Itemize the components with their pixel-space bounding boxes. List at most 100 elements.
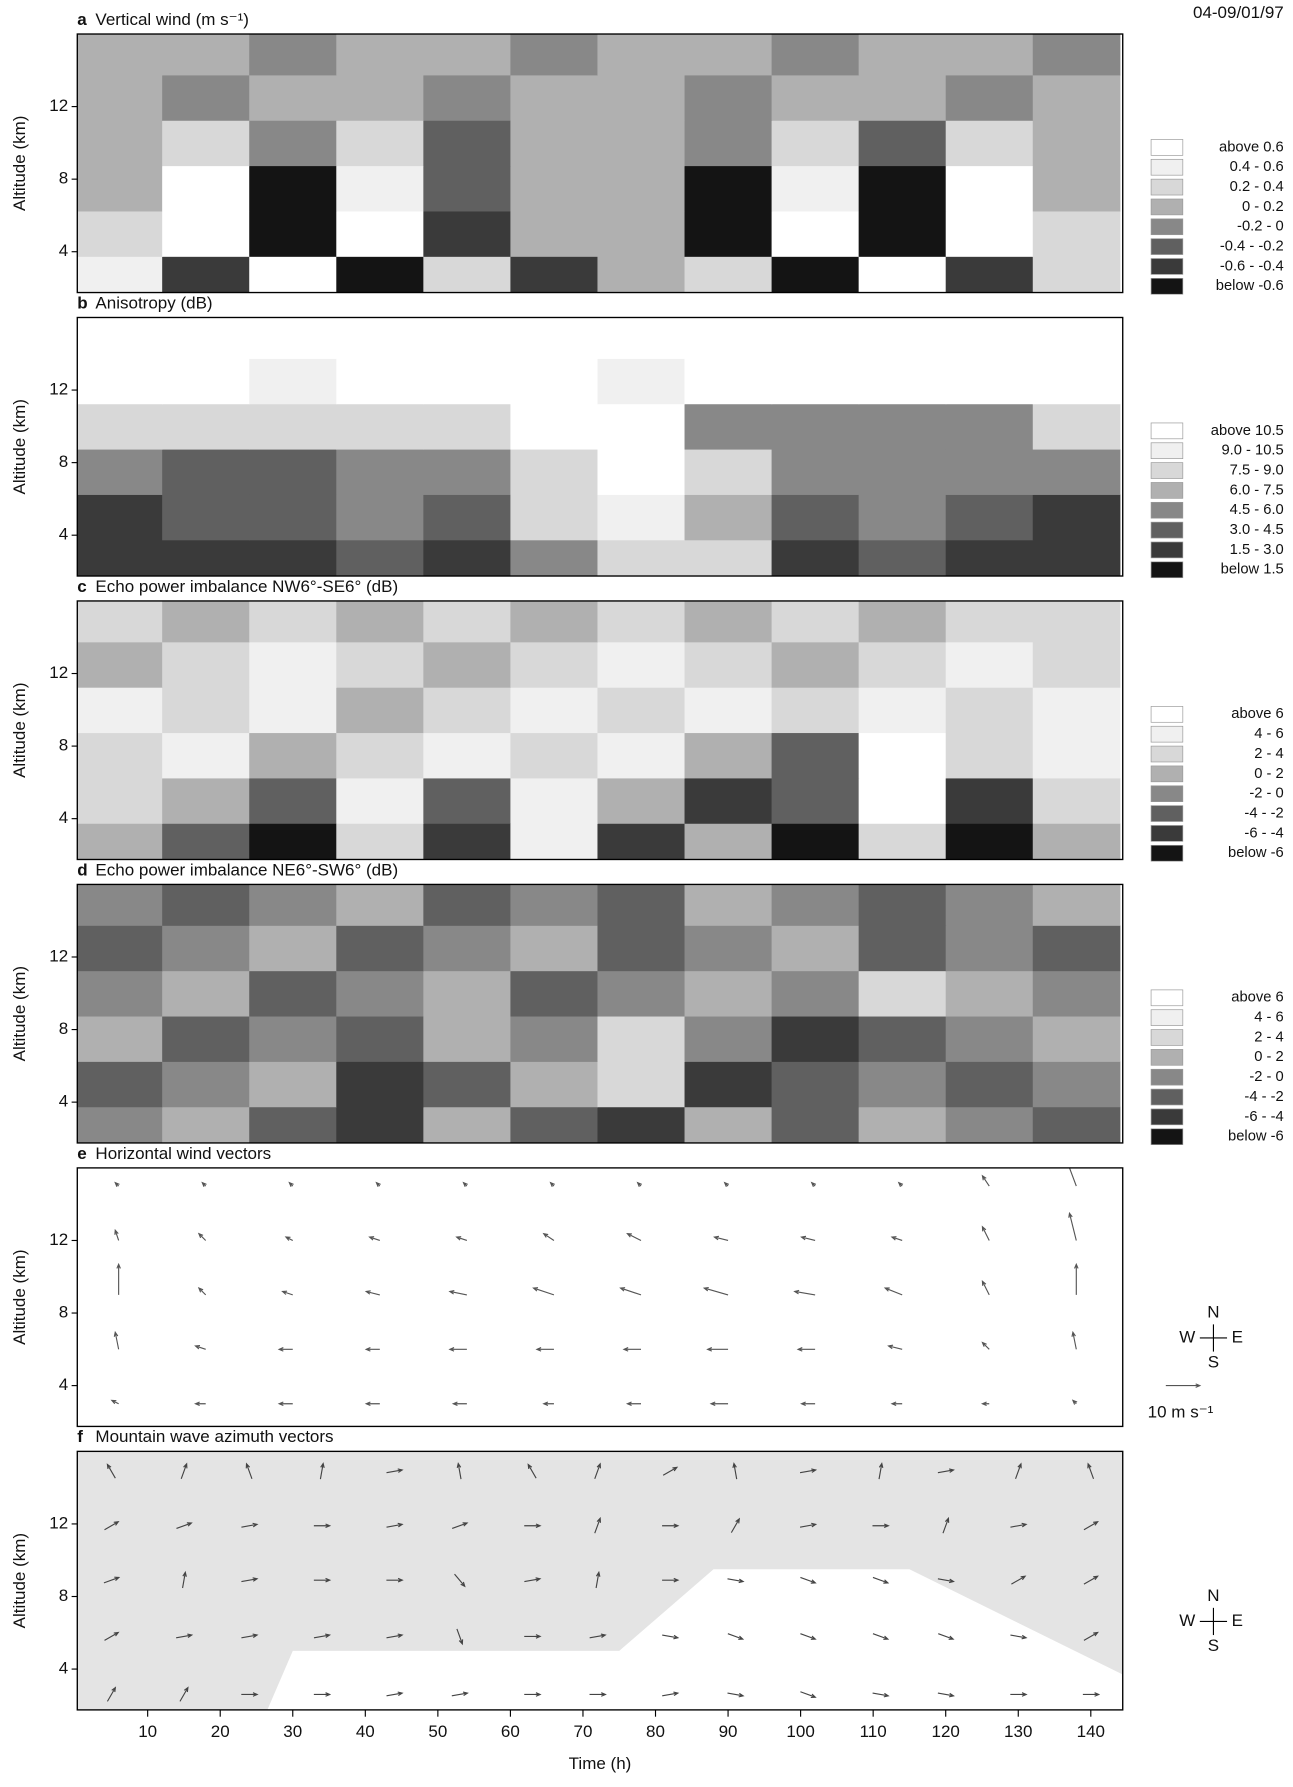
wind-vector: [201, 1181, 207, 1188]
azimuth-vector: [313, 1633, 332, 1639]
wind-vector: [981, 1279, 990, 1296]
azimuth-vector: [313, 1577, 332, 1583]
heatmap-cell: [162, 494, 250, 541]
compass-label: E: [1232, 1611, 1243, 1630]
legend-label: below 1.5: [1221, 562, 1284, 578]
heatmap-cell: [77, 34, 163, 76]
wind-vector: [375, 1181, 381, 1188]
heatmap-cell: [597, 1106, 686, 1143]
heatmap-cell: [510, 449, 599, 495]
heatmap-cell: [77, 539, 163, 577]
heatmap-cell: [684, 210, 773, 257]
heatmap-cell: [684, 884, 773, 926]
panel-letter: e: [77, 1144, 86, 1163]
legend-label: -0.6 - -0.4: [1220, 258, 1284, 274]
azimuth-vector: [730, 1517, 741, 1533]
heatmap-cell: [684, 449, 773, 495]
heatmap-cell: [77, 165, 163, 212]
heatmap-cell: [510, 732, 599, 779]
heatmap-cell: [336, 925, 424, 972]
heatmap-cell: [510, 358, 599, 405]
azimuth-vector: [1082, 1692, 1101, 1697]
y-tick-label: 12: [49, 946, 68, 965]
heatmap-cell: [162, 74, 250, 121]
wind-vector: [796, 1347, 816, 1352]
plot-area: [77, 34, 1121, 293]
heatmap-cell: [858, 210, 947, 257]
heatmap-cell: [945, 494, 1034, 541]
heatmap-cell: [684, 970, 773, 1017]
azimuth-vector: [524, 1692, 542, 1697]
heatmap-cell: [684, 687, 773, 734]
heatmap-cell: [858, 403, 947, 450]
heatmap-cell: [162, 777, 250, 824]
heatmap-cell: [77, 970, 163, 1017]
heatmap-cell: [336, 256, 424, 293]
azimuth-vector: [799, 1468, 818, 1474]
heatmap-cell: [684, 641, 773, 688]
wind-vector: [197, 1287, 207, 1296]
azimuth-vector: [732, 1462, 738, 1480]
legend-swatch: [1150, 1128, 1184, 1145]
heatmap-cell: [771, 777, 860, 824]
wind-vector: [709, 1401, 729, 1407]
legend-swatch: [1150, 825, 1184, 842]
azimuth-vector: [454, 1573, 466, 1588]
heatmap-cell: [162, 687, 250, 734]
heatmap-cell: [423, 884, 511, 926]
heatmap-cell: [77, 600, 163, 643]
azimuth-vector: [527, 1463, 537, 1479]
heatmap-cell: [597, 165, 686, 212]
heatmap-cell: [597, 1061, 686, 1108]
heatmap-cell: [858, 74, 947, 121]
heatmap-cell: [1032, 884, 1121, 926]
heatmap-cell: [423, 403, 511, 450]
y-axis-label: Altitude (km): [10, 1533, 29, 1628]
compass-label: W: [1179, 1611, 1195, 1630]
panel-title: Echo power imbalance NW6°-SE6° (dB): [95, 577, 398, 596]
x-tick-label: 110: [860, 1722, 887, 1741]
heatmap-cell: [249, 539, 337, 577]
heatmap-cell: [858, 970, 947, 1017]
azimuth-vector: [662, 1466, 679, 1476]
y-tick-label: 8: [59, 1303, 68, 1322]
heatmap-cell: [162, 34, 250, 76]
wind-vector: [883, 1287, 903, 1296]
plot-frame: [76, 600, 1124, 861]
heatmap-cell: [597, 358, 686, 405]
legend-swatch: [1150, 139, 1184, 156]
heatmap-cell: [684, 823, 773, 860]
heatmap-cell: [249, 74, 337, 121]
heatmap-cell: [510, 494, 599, 541]
heatmap-cell: [423, 358, 511, 405]
y-tick-label: 4: [59, 1659, 68, 1678]
wind-vector: [1074, 1262, 1079, 1295]
heatmap-cell: [771, 358, 860, 405]
plot-frame: [76, 33, 1124, 294]
heatmap-cell: [597, 1015, 686, 1062]
legend-label: 4 - 6: [1254, 1010, 1283, 1026]
azimuth-vector: [594, 1516, 601, 1534]
plot-frame: [76, 1450, 1124, 1711]
legend-swatch: [1150, 482, 1184, 499]
heatmap-cell: [162, 358, 250, 405]
heatmap-cell: [249, 970, 337, 1017]
heatmap-cell: [684, 539, 773, 577]
azimuth-vector: [313, 1523, 332, 1529]
y-tick-label: 4: [59, 241, 68, 260]
heatmap-cell: [77, 884, 163, 926]
legend-label: -2 - 0: [1249, 1069, 1283, 1085]
wind-vector: [194, 1401, 206, 1407]
legend-swatch: [1150, 278, 1184, 295]
heatmap-cell: [945, 823, 1034, 860]
legend-swatch: [1150, 989, 1184, 1007]
wind-vector: [281, 1290, 293, 1296]
azimuth-vector: [451, 1691, 469, 1697]
wind-vector: [288, 1181, 294, 1188]
heatmap-cell: [162, 925, 250, 972]
wind-vector: [981, 1341, 990, 1350]
heatmap-cell: [945, 600, 1034, 643]
heatmap-cell: [510, 74, 599, 121]
heatmap-cell: [1032, 777, 1121, 824]
y-tick-label: 12: [49, 1513, 68, 1532]
